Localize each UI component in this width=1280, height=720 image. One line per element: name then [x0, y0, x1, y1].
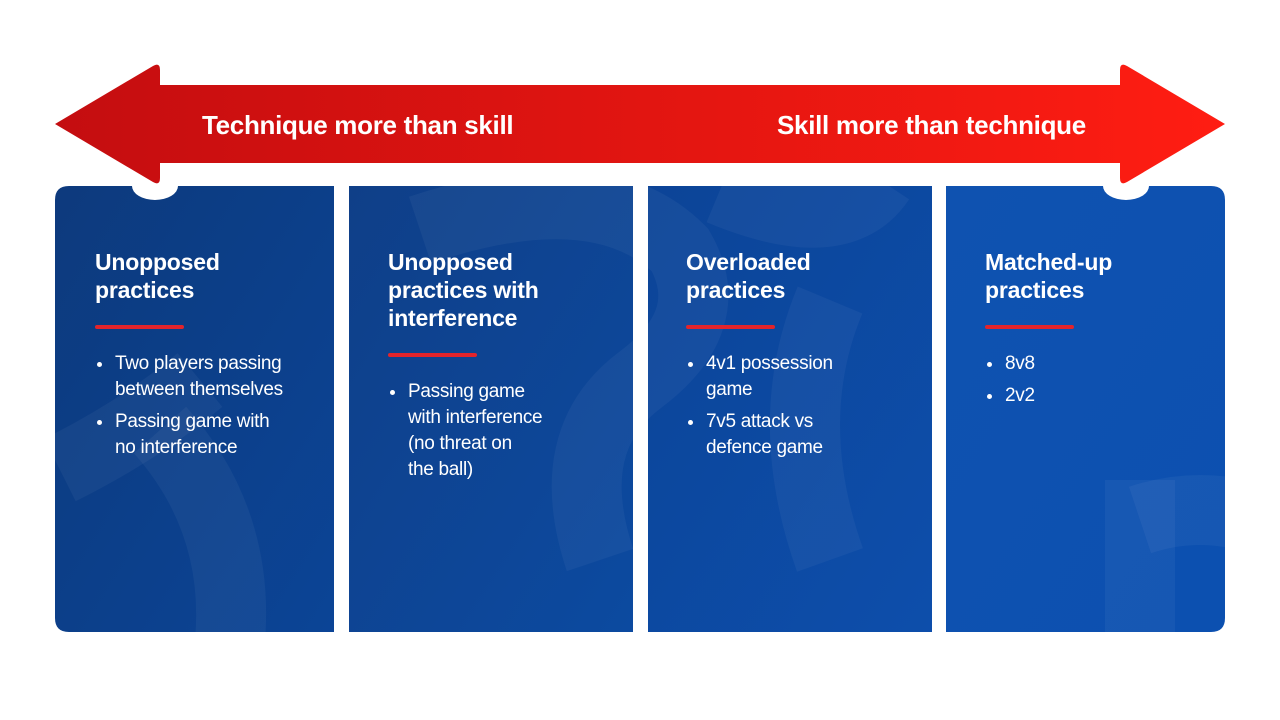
- card-title-line: practices: [686, 277, 786, 303]
- list-item: 4v1 possession game: [686, 351, 916, 403]
- list-item-line: Passing game with: [115, 411, 270, 432]
- cards-background: [55, 186, 1225, 632]
- list-item: Two players passing between themselves: [95, 351, 320, 403]
- list-item: Passing game with no interference: [95, 409, 320, 461]
- bullet-list: 8v8 2v2: [985, 351, 1205, 409]
- red-divider: [388, 353, 477, 357]
- card-title: Matched-up practices: [985, 248, 1205, 304]
- list-item: 8v8: [985, 351, 1205, 377]
- card-title-line: Unopposed: [95, 249, 220, 275]
- card-4-shape: [946, 186, 1225, 632]
- double-headed-arrow: [55, 64, 1225, 184]
- card-title: Unopposed practices with interference: [388, 248, 618, 332]
- card-watermark: [55, 186, 1225, 632]
- card-matched-up-practices: Matched-up practices 8v8 2v2: [985, 248, 1205, 415]
- bullet-list: 4v1 possession game 7v5 attack vs defenc…: [686, 351, 916, 461]
- card-title: Overloaded practices: [686, 248, 916, 304]
- list-item-line: between themselves: [115, 379, 283, 400]
- list-item: 7v5 attack vs defence game: [686, 409, 916, 461]
- list-item-line: Passing game: [408, 381, 525, 402]
- list-item-line: Two players passing: [115, 353, 282, 374]
- card-title-line: Overloaded: [686, 249, 811, 275]
- card-title-line: interference: [388, 305, 518, 331]
- card-3-shape: [648, 186, 932, 632]
- list-item-line: the ball): [408, 459, 473, 480]
- list-item-line: 4v1 possession: [706, 353, 833, 374]
- card-unopposed-with-interference: Unopposed practices with interference Pa…: [388, 248, 618, 489]
- red-divider: [985, 325, 1074, 329]
- list-item: Passing game with interference (no threa…: [388, 379, 618, 483]
- card-title-line: Unopposed: [388, 249, 513, 275]
- card-title: Unopposed practices: [95, 248, 320, 304]
- list-item-line: 2v2: [1005, 385, 1035, 406]
- list-item-line: defence game: [706, 437, 823, 458]
- bullet-list: Passing game with interference (no threa…: [388, 379, 618, 483]
- red-divider: [95, 325, 184, 329]
- list-item-line: with interference: [408, 407, 543, 428]
- list-item-line: 7v5 attack vs: [706, 411, 813, 432]
- list-item-line: no interference: [115, 437, 238, 458]
- list-item-line: 8v8: [1005, 353, 1035, 374]
- card-title-line: practices: [985, 277, 1085, 303]
- list-item-line: (no threat on: [408, 433, 512, 454]
- card-overloaded-practices: Overloaded practices 4v1 possession game…: [686, 248, 916, 467]
- list-item-line: game: [706, 379, 753, 400]
- card-1-shape: [55, 186, 334, 632]
- arrow-left-label: Technique more than skill: [202, 110, 514, 140]
- list-item: 2v2: [985, 383, 1205, 409]
- card-unopposed-practices: Unopposed practices Two players passing …: [95, 248, 320, 467]
- arrow-right-label: Skill more than technique: [777, 110, 1086, 140]
- red-divider: [686, 325, 775, 329]
- card-title-line: practices with: [388, 277, 539, 303]
- card-2-shape: [349, 186, 633, 632]
- card-title-line: Matched-up: [985, 249, 1113, 275]
- bullet-list: Two players passing between themselves P…: [95, 351, 320, 461]
- card-title-line: practices: [95, 277, 195, 303]
